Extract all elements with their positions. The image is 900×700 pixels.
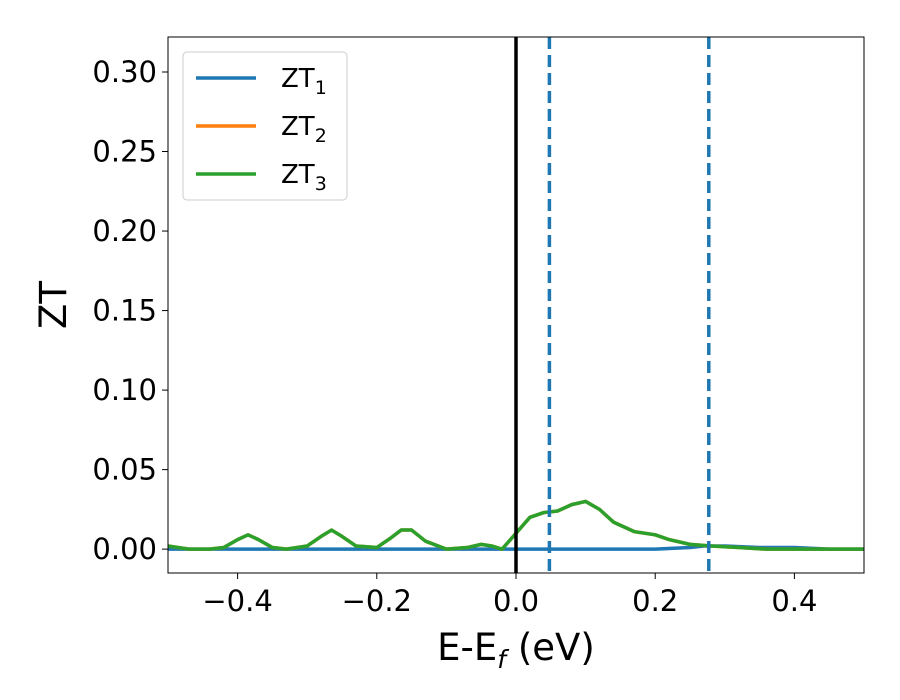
x-axis-ticks: −0.4 −0.2 0.0 0.2 0.4 [202, 573, 817, 618]
vline-layer [514, 37, 711, 573]
legend-label-1: ZT1 [281, 64, 327, 99]
x-tick-label: −0.4 [202, 584, 272, 618]
series-layer [168, 499, 864, 551]
y-tick-label: 0.10 [92, 373, 157, 407]
legend-label-2: ZT2 [281, 112, 327, 147]
y-tick-label: 0.25 [92, 135, 157, 169]
y-tick-label: 0.05 [92, 453, 157, 487]
y-axis-label: ZT [32, 281, 75, 329]
x-axis-label: E-Ef (eV) [437, 626, 595, 674]
x-tick-label: −0.2 [342, 584, 412, 618]
y-tick-label: 0.30 [92, 55, 157, 89]
x-axis-label-unit: (eV) [506, 626, 595, 669]
x-tick-label: 0.4 [771, 584, 817, 618]
y-tick-label: 0.20 [92, 214, 157, 248]
y-axis-ticks: 0.00 0.05 0.10 0.15 0.20 0.25 0.30 [92, 55, 168, 566]
legend: ZT1 ZT2 ZT3 [182, 51, 348, 201]
x-tick-label: 0.0 [493, 584, 539, 618]
y-tick-label: 0.15 [92, 294, 157, 328]
x-axis-label-main: E-E [437, 626, 497, 669]
x-tick-label: 0.2 [632, 584, 678, 618]
legend-box [182, 51, 348, 201]
series-line-3 [168, 499, 864, 551]
legend-label-3: ZT3 [281, 160, 327, 195]
y-tick-label: 0.00 [92, 532, 157, 566]
